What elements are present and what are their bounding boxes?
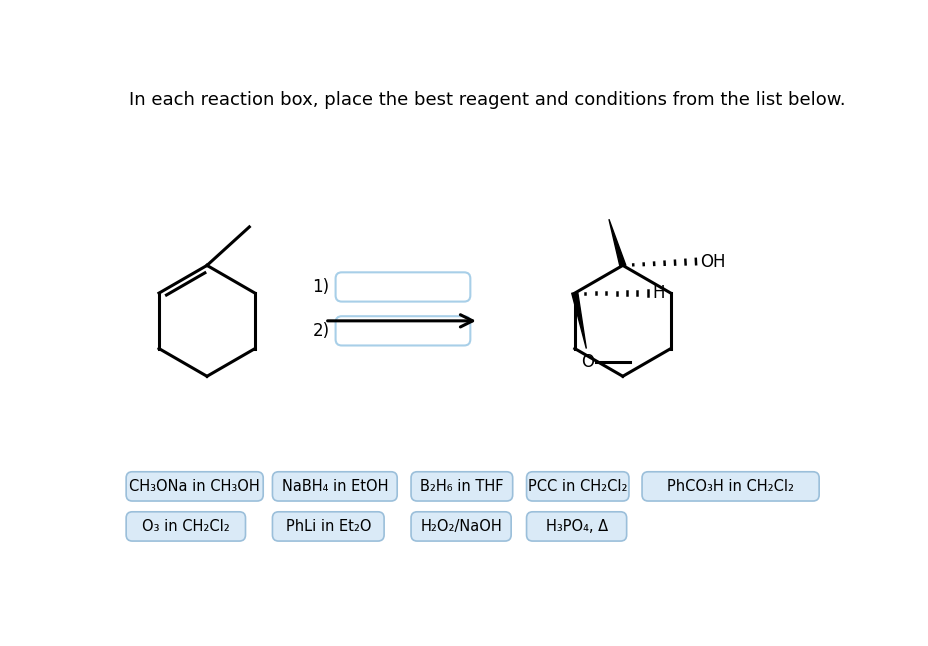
FancyBboxPatch shape (335, 317, 470, 346)
Text: In each reaction box, place the best reagent and conditions from the list below.: In each reaction box, place the best rea… (129, 91, 844, 109)
Text: O₃ in CH₂Cl₂: O₃ in CH₂Cl₂ (142, 519, 229, 534)
Polygon shape (571, 293, 586, 349)
Text: H₂O₂/NaOH: H₂O₂/NaOH (419, 519, 501, 534)
Text: PCC in CH₂Cl₂: PCC in CH₂Cl₂ (527, 479, 626, 494)
FancyBboxPatch shape (272, 472, 397, 501)
Text: OH: OH (700, 253, 726, 271)
Text: 2): 2) (312, 322, 329, 340)
Text: H: H (651, 284, 664, 302)
Text: O: O (581, 353, 594, 371)
Text: CH₃ONa in CH₃OH: CH₃ONa in CH₃OH (129, 479, 260, 494)
FancyBboxPatch shape (126, 472, 263, 501)
Polygon shape (608, 219, 625, 266)
FancyBboxPatch shape (126, 512, 245, 541)
Text: PhLi in Et₂O: PhLi in Et₂O (285, 519, 370, 534)
Text: 1): 1) (312, 278, 329, 296)
Text: PhCO₃H in CH₂Cl₂: PhCO₃H in CH₂Cl₂ (666, 479, 793, 494)
FancyBboxPatch shape (641, 472, 818, 501)
FancyBboxPatch shape (526, 512, 626, 541)
FancyBboxPatch shape (272, 512, 383, 541)
Text: H₃PO₄, Δ: H₃PO₄, Δ (545, 519, 607, 534)
FancyBboxPatch shape (410, 472, 512, 501)
FancyBboxPatch shape (335, 273, 470, 302)
Text: B₂H₆ in THF: B₂H₆ in THF (419, 479, 503, 494)
FancyBboxPatch shape (526, 472, 628, 501)
Text: NaBH₄ in EtOH: NaBH₄ in EtOH (281, 479, 388, 494)
FancyBboxPatch shape (410, 512, 510, 541)
